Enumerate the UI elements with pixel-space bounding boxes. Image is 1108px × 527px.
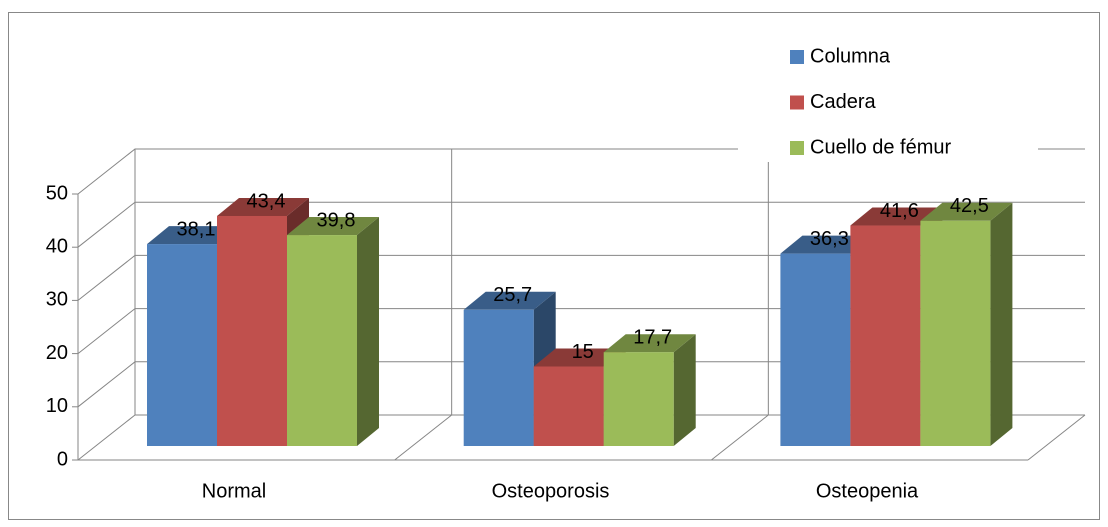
- y-tick-label: 0: [57, 448, 68, 470]
- data-label: 39,8: [317, 209, 356, 231]
- bar-top: [463, 291, 556, 310]
- x-tick-label: Osteoporosis: [492, 480, 610, 502]
- data-label: 15: [572, 341, 594, 363]
- legend-background: [738, 40, 1038, 162]
- x-tick-label: Osteopenia: [816, 480, 919, 502]
- floor-divider: [711, 414, 769, 461]
- data-label: 25,7: [493, 284, 532, 306]
- legend-swatch: [790, 50, 804, 64]
- y-tick-label: 10: [46, 395, 68, 417]
- bar-top: [287, 217, 379, 236]
- legend-swatch: [790, 95, 804, 110]
- legend-swatch: [790, 141, 804, 155]
- floor-divider: [394, 414, 452, 461]
- data-label: 36,3: [810, 228, 849, 250]
- data-label: 42,5: [950, 195, 989, 217]
- bars: 38,1 43,4 39,8 Normal 25,7 15 17,7 Osteoporosis…: [147, 190, 1013, 502]
- bar-side: [673, 334, 696, 446]
- bar: [920, 220, 991, 446]
- bar: [850, 225, 921, 446]
- data-label: 41,6: [880, 200, 919, 222]
- data-label: 17,7: [633, 326, 672, 348]
- data-label: 43,4: [247, 190, 286, 212]
- bar: [147, 244, 217, 446]
- bar-top: [920, 202, 1013, 221]
- x-tick-label: Normal: [202, 480, 266, 502]
- bar: [603, 352, 674, 446]
- bar-top: [147, 226, 239, 245]
- legend-label: Cuello de fémur: [810, 136, 952, 158]
- bar-top: [780, 235, 873, 254]
- bar-top: [850, 207, 943, 226]
- bar-top: [533, 348, 626, 367]
- bar-top: [217, 197, 309, 216]
- y-tick-label: 20: [46, 342, 68, 364]
- legend-label: Cadera: [810, 91, 876, 113]
- bar: [533, 366, 604, 446]
- y-tick-label: 30: [46, 289, 68, 311]
- legend-label: Columna: [810, 45, 891, 67]
- floor-divider: [1027, 414, 1086, 461]
- grid: 0 10 20 30 40 50: [46, 148, 1086, 470]
- y-tick-label: 50: [46, 182, 68, 204]
- bar-top: [603, 334, 696, 353]
- legend: Columna Cadera Cuello de fémur: [738, 40, 1038, 162]
- bar-side: [990, 202, 1013, 446]
- bar: [463, 309, 534, 446]
- bar: [287, 235, 357, 446]
- bar-side: [357, 217, 379, 446]
- data-label: 38,1: [177, 218, 216, 240]
- bar: [217, 215, 287, 446]
- y-tick-label: 40: [46, 235, 68, 257]
- bar: [780, 253, 851, 446]
